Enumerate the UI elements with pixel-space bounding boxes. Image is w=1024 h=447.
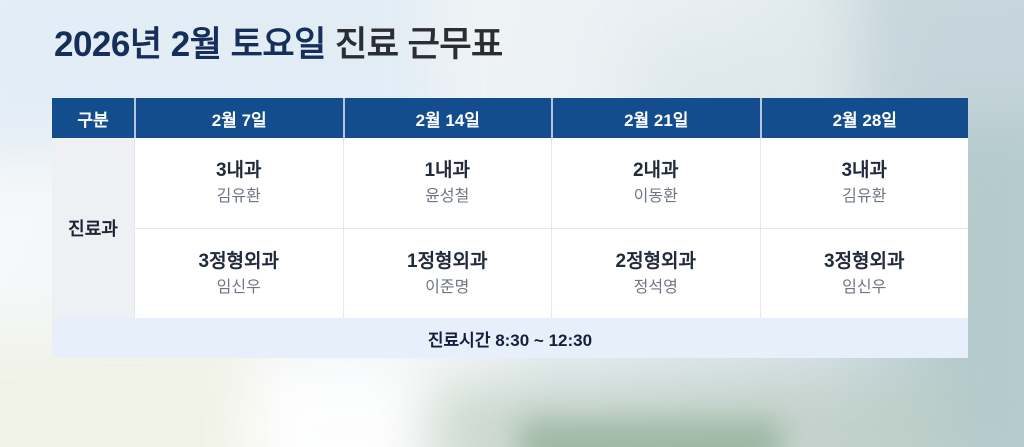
department-name: 3정형외과 — [824, 250, 905, 272]
doctor-name: 정석영 — [633, 278, 678, 296]
doctor-name: 김유환 — [842, 188, 887, 205]
department-name: 3정형외과 — [198, 250, 280, 272]
row-header-department: 진료과 — [52, 138, 134, 318]
department-name: 3내과 — [841, 160, 888, 181]
title-rest: 진료 근무표 — [325, 25, 503, 64]
schedule-cell: 2정형외과 정석영 — [551, 228, 760, 318]
clinic-hours-note: 진료시간 8:30 ~ 12:30 — [52, 318, 968, 358]
schedule-cell: 1정형외과 이준명 — [342, 228, 551, 318]
page-title: 2026년 2월 토요일 진료 근무표 — [54, 24, 503, 66]
department-name: 2내과 — [632, 160, 679, 181]
column-header-date: 2월 7일 — [134, 98, 343, 138]
doctor-name: 이준명 — [425, 278, 470, 296]
doctor-name: 윤성철 — [425, 188, 470, 205]
column-header-date: 2월 14일 — [342, 98, 551, 138]
doctor-name: 임신우 — [216, 278, 261, 296]
schedule-cell: 2내과 이동환 — [551, 138, 760, 228]
department-name: 1정형외과 — [407, 250, 488, 272]
schedule-table: 구분 2월 7일 2월 14일 2월 21일 2월 28일 진료과 3내과 김유… — [52, 98, 968, 358]
bg-blob — [520, 420, 780, 447]
column-header-category: 구분 — [52, 98, 134, 138]
doctor-name: 김유환 — [216, 188, 261, 205]
column-header-date: 2월 28일 — [759, 98, 968, 138]
doctor-name: 임신우 — [842, 278, 887, 296]
schedule-cell: 3정형외과 임신우 — [134, 228, 343, 318]
schedule-cell: 3내과 김유환 — [134, 138, 343, 228]
department-name: 3내과 — [215, 160, 262, 181]
schedule-cell: 3내과 김유환 — [759, 138, 968, 228]
column-header-date: 2월 21일 — [551, 98, 760, 138]
doctor-name: 이동환 — [633, 188, 678, 205]
schedule-cell: 3정형외과 임신우 — [759, 228, 968, 318]
title-highlight: 2026년 2월 토요일 — [54, 25, 326, 64]
department-name: 1내과 — [424, 160, 471, 181]
department-name: 2정형외과 — [615, 250, 697, 272]
schedule-cell: 1내과 윤성철 — [342, 138, 551, 228]
